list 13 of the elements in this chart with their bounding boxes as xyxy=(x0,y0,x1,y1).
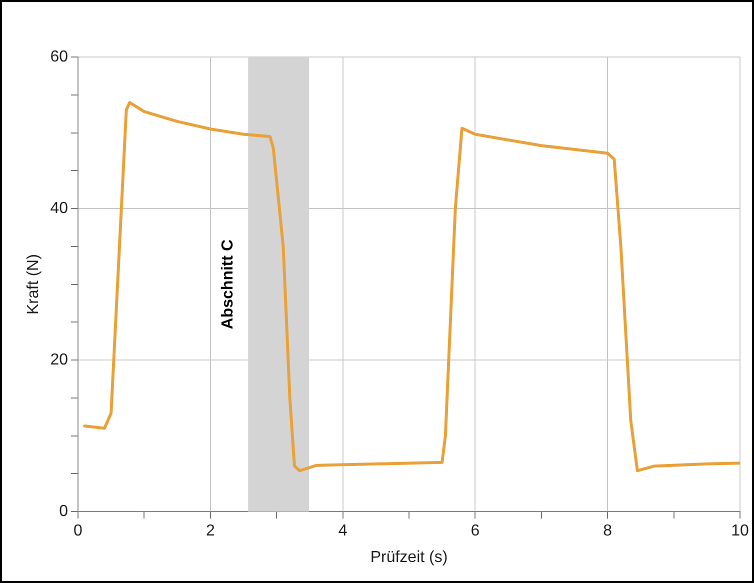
x-tick-label: 2 xyxy=(206,522,215,540)
y-tick-label: 0 xyxy=(59,503,68,520)
y-axis-title: Kraft (N) xyxy=(25,254,42,315)
band-label: Abschnitt C xyxy=(220,238,237,330)
x-tick-label: 0 xyxy=(74,522,83,540)
y-tick-label: 20 xyxy=(50,351,68,368)
x-tick-label: 10 xyxy=(731,522,749,540)
x-tick-label: 8 xyxy=(603,522,612,540)
x-tick-label: 6 xyxy=(470,522,480,540)
x-axis-title: Prüfzeit (s) xyxy=(370,548,448,566)
x-tick-label: 4 xyxy=(338,522,348,540)
y-tick-label: 40 xyxy=(50,200,68,217)
y-tick-label: 60 xyxy=(50,48,68,66)
